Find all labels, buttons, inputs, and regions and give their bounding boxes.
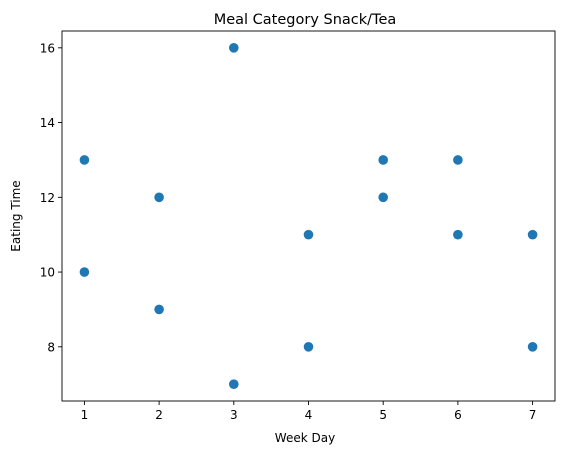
x-tick-label: 2 <box>155 408 163 422</box>
y-axis-ticks: 8 10 12 14 16 <box>40 41 62 354</box>
x-tick-label: 4 <box>305 408 313 422</box>
y-tick-label: 16 <box>40 41 55 55</box>
scatter-point <box>79 155 90 165</box>
x-axis-label: Week Day <box>275 431 335 445</box>
x-tick-label: 3 <box>230 408 238 422</box>
y-tick-label: 8 <box>47 340 55 354</box>
y-axis-label: Eating Time <box>9 180 23 251</box>
x-axis-ticks: 1 2 3 4 5 6 7 <box>81 401 537 422</box>
x-tick-label: 1 <box>81 408 89 422</box>
scatter-point <box>229 43 239 53</box>
scatter-point <box>154 304 164 315</box>
scatter-point <box>229 379 239 389</box>
scatter-point <box>378 155 388 165</box>
scatter-point <box>527 342 538 352</box>
scatter-point <box>527 229 538 240</box>
scatter-point <box>378 192 388 203</box>
y-tick-label: 12 <box>40 191 55 205</box>
scatter-point <box>453 155 463 165</box>
x-tick-label: 6 <box>454 408 462 422</box>
chart-title: Meal Category Snack/Tea <box>214 12 397 28</box>
y-tick-label: 14 <box>40 116 55 130</box>
y-tick-label: 10 <box>40 266 55 280</box>
scatter-points <box>79 43 538 389</box>
plot-frame <box>61 30 556 402</box>
scatter-point <box>154 192 164 203</box>
scatter-point <box>453 229 463 240</box>
x-tick-label: 5 <box>379 408 387 422</box>
scatter-point <box>303 229 314 240</box>
scatter-point <box>303 342 314 352</box>
x-tick-label: 7 <box>529 408 537 422</box>
scatter-point <box>79 267 90 277</box>
